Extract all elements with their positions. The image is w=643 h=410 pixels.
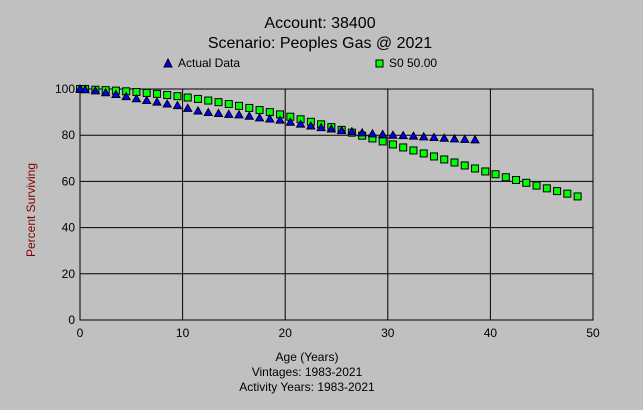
actual-data-point bbox=[254, 112, 265, 122]
s0-point bbox=[183, 93, 192, 102]
x-tick-label: 0 bbox=[77, 326, 84, 340]
data-marks bbox=[75, 83, 582, 201]
s0-point bbox=[450, 158, 459, 167]
legend-square-icon bbox=[375, 59, 384, 68]
y-tick-label: 80 bbox=[62, 128, 76, 142]
x-tick-label: 20 bbox=[279, 326, 293, 340]
actual-data-point bbox=[367, 128, 378, 138]
actual-data-point bbox=[131, 93, 142, 103]
actual-data-point bbox=[429, 132, 439, 142]
actual-data-point bbox=[152, 97, 162, 106]
y-tick-label: 40 bbox=[62, 221, 76, 235]
s0-point bbox=[542, 184, 551, 193]
actual-data-point bbox=[295, 119, 306, 128]
s0-point bbox=[173, 92, 182, 101]
s0-point bbox=[419, 149, 428, 158]
s0-point bbox=[501, 173, 510, 182]
actual-data-point bbox=[418, 131, 429, 141]
actual-data-point bbox=[172, 100, 183, 110]
actual-data-point bbox=[80, 84, 90, 94]
s0-point bbox=[255, 106, 264, 115]
s0-point bbox=[214, 98, 223, 107]
actual-data-point bbox=[203, 107, 214, 117]
y-tick-label: 20 bbox=[62, 267, 76, 281]
x-tick-label: 30 bbox=[381, 326, 395, 340]
actual-data-point bbox=[408, 131, 419, 140]
actual-data-point bbox=[111, 89, 121, 99]
s0-point bbox=[471, 164, 480, 173]
s0-point bbox=[163, 91, 172, 100]
actual-data-point bbox=[357, 127, 368, 137]
actual-data-point bbox=[316, 122, 326, 132]
legend-label-s0: S0 50.00 bbox=[389, 56, 437, 70]
s0-point bbox=[142, 88, 151, 97]
actual-data-point bbox=[213, 108, 224, 117]
actual-data-point bbox=[398, 130, 409, 140]
y-tick-label: 0 bbox=[68, 313, 75, 327]
y-tick-label: 100 bbox=[55, 82, 75, 96]
actual-data-point bbox=[234, 109, 244, 119]
y-tick-label: 60 bbox=[62, 174, 76, 188]
actual-data-point bbox=[90, 85, 101, 95]
actual-data-point bbox=[305, 120, 316, 130]
actual-data-point bbox=[193, 105, 203, 115]
actual-data-point bbox=[264, 114, 275, 123]
s0-point bbox=[491, 170, 500, 179]
actual-data-point bbox=[347, 126, 357, 136]
s0-point bbox=[532, 181, 541, 190]
actual-data-point bbox=[459, 134, 470, 143]
s0-point bbox=[440, 155, 449, 164]
x-tick-label: 40 bbox=[484, 326, 498, 340]
plot-grid bbox=[79, 88, 594, 321]
actual-data-point bbox=[162, 99, 173, 108]
s0-point bbox=[553, 187, 562, 196]
s0-point bbox=[512, 176, 521, 185]
s0-point bbox=[204, 96, 213, 105]
x-axis-label: Age (Years) bbox=[276, 350, 339, 364]
x-tick-label: 50 bbox=[586, 326, 600, 340]
actual-data-point bbox=[326, 123, 337, 133]
plot-frame bbox=[79, 88, 594, 321]
y-axis-label: Percent Surviving bbox=[24, 163, 38, 257]
legend: Actual Data S0 50.00 bbox=[163, 56, 437, 70]
footer-vintages: Vintages: 1983-2021 bbox=[252, 365, 363, 379]
actual-data-point bbox=[470, 134, 480, 144]
actual-data-point bbox=[285, 117, 296, 126]
actual-data-point bbox=[439, 133, 450, 142]
s0-point bbox=[388, 140, 397, 149]
s0-point bbox=[399, 143, 408, 152]
s0-point bbox=[235, 101, 244, 110]
s0-point bbox=[193, 94, 202, 103]
chart-subtitle: Scenario: Peoples Gas @ 2021 bbox=[208, 35, 432, 52]
actual-data-point bbox=[244, 111, 255, 120]
actual-data-point bbox=[449, 133, 460, 143]
s0-point bbox=[409, 146, 418, 155]
actual-data-point bbox=[141, 95, 152, 105]
s0-point bbox=[481, 167, 490, 176]
s0-point bbox=[522, 178, 531, 187]
s0-point bbox=[573, 192, 582, 201]
chart-title: Account: 38400 bbox=[264, 15, 375, 32]
s0-point bbox=[152, 89, 161, 98]
actual-data-point bbox=[275, 115, 285, 124]
actual-data-point bbox=[223, 109, 234, 118]
axis-ticks: 0 10 20 30 40 50 0 20 40 60 80 100 bbox=[55, 82, 600, 340]
s0-point bbox=[429, 152, 438, 161]
actual-data-point bbox=[100, 87, 111, 97]
s0-point bbox=[460, 161, 469, 170]
legend-label-actual: Actual Data bbox=[178, 56, 240, 70]
legend-triangle-icon bbox=[163, 57, 173, 68]
actual-data-point bbox=[388, 130, 398, 139]
actual-data-point bbox=[377, 129, 388, 139]
actual-data-point bbox=[336, 125, 347, 135]
s0-point bbox=[563, 189, 572, 198]
s0-point bbox=[378, 137, 387, 146]
actual-data-point bbox=[182, 103, 193, 112]
s0-point bbox=[245, 103, 254, 112]
actual-data-point bbox=[121, 91, 132, 101]
footer-activity-years: Activity Years: 1983-2021 bbox=[239, 380, 375, 394]
x-tick-label: 10 bbox=[176, 326, 190, 340]
s0-point bbox=[224, 100, 233, 109]
